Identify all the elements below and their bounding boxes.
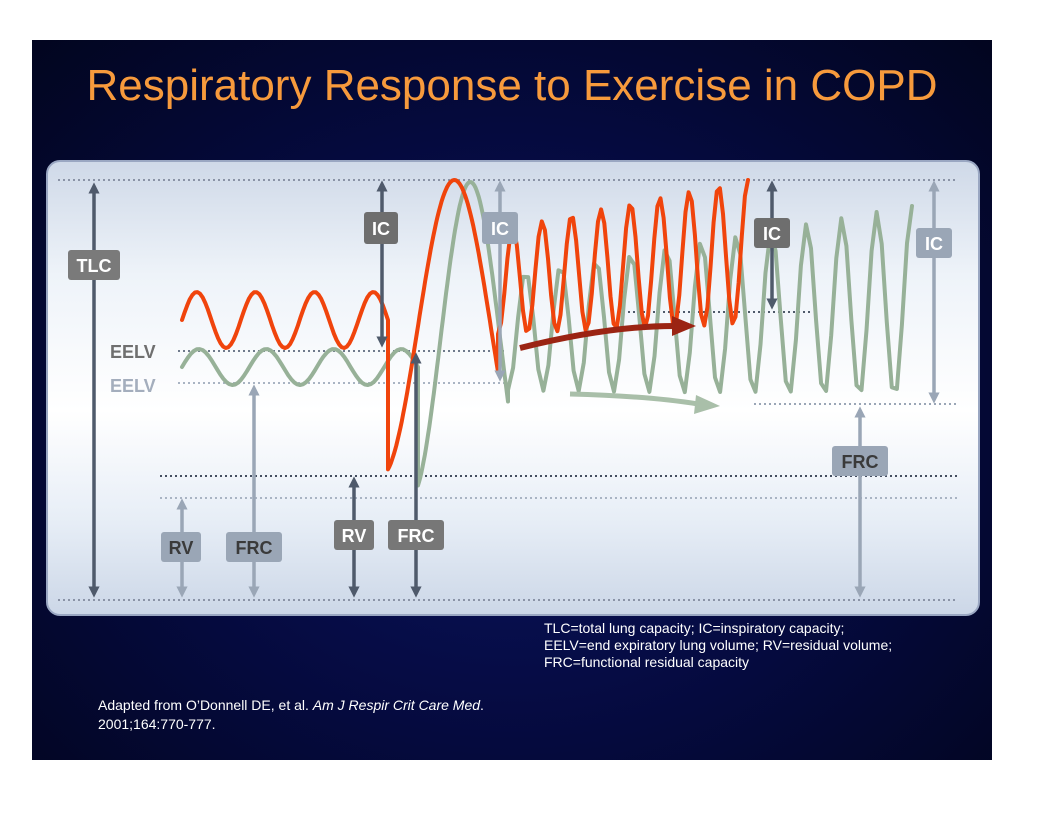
rv-normal-label: RV — [169, 538, 194, 558]
frc-normal-label: FRC — [236, 538, 273, 558]
frc-copd-label-box: FRC — [388, 520, 444, 550]
eelv-fall-arrow — [569, 391, 699, 407]
citation: Adapted from O’Donnell DE, et al. Am J R… — [98, 696, 598, 734]
ic-normal-rest-label: IC — [491, 219, 509, 239]
volume-diagram: TLC IC IC IC IC RV — [58, 178, 958, 601]
ic-normal-exercise-label-box: IC — [916, 228, 952, 258]
tlc-label: TLC — [77, 256, 112, 276]
normal-breathing-curve — [180, 180, 914, 488]
citation-journal: Am J Respir Crit Care Med — [312, 697, 481, 713]
legend-line-2: EELV=end expiratory lung volume; RV=resi… — [544, 637, 893, 653]
eelv-fall-arrowhead — [694, 395, 720, 414]
abbreviation-legend: TLC=total lung capacity; IC=inspiratory … — [544, 620, 984, 671]
eelv-copd-label: EELV — [110, 342, 156, 362]
diagram-panel: TLC IC IC IC IC RV — [46, 160, 980, 616]
tlc-label-box: TLC — [68, 250, 120, 280]
rv-copd-label-box: RV — [334, 520, 374, 550]
frc-normal-label-box: FRC — [226, 532, 282, 562]
legend-line-3: FRC=functional residual capacity — [544, 654, 750, 670]
citation-line-1: Adapted from O’Donnell DE, et al. Am J R… — [98, 696, 598, 715]
frc-copd-label: FRC — [398, 526, 435, 546]
citation-prefix: Adapted from O’Donnell DE, et al. — [98, 697, 309, 713]
slide-title: Respiratory Response to Exercise in COPD — [86, 61, 938, 110]
eelv-normal-label: EELV — [110, 376, 156, 396]
citation-details: 2001;164:770-777. — [98, 716, 216, 732]
copd-breathing-curve — [180, 178, 750, 472]
rv-copd-label: RV — [342, 526, 367, 546]
ic-exercise-label: IC — [763, 224, 781, 244]
ic-rest-label: IC — [372, 219, 390, 239]
volume-markers — [88, 180, 940, 598]
ic-exercise-label-box: IC — [754, 218, 790, 248]
rv-normal-label-box: RV — [161, 532, 201, 562]
slide: Respiratory Response to Exercise in COPD — [32, 40, 992, 760]
legend-line-1: TLC=total lung capacity; IC=inspiratory … — [544, 620, 845, 636]
eelv-rise-arrowhead — [672, 316, 696, 336]
frc-normal-exercise-label-box: FRC — [832, 446, 888, 476]
reference-lines — [58, 179, 958, 601]
ic-normal-rest-label-box: IC — [482, 212, 518, 244]
eelv-rise-arrow — [519, 323, 675, 351]
frc-normal-exercise-label: FRC — [842, 452, 879, 472]
ic-normal-exercise-label: IC — [925, 234, 943, 254]
citation-suffix: . — [480, 697, 484, 713]
ic-rest-label-box: IC — [364, 212, 398, 244]
